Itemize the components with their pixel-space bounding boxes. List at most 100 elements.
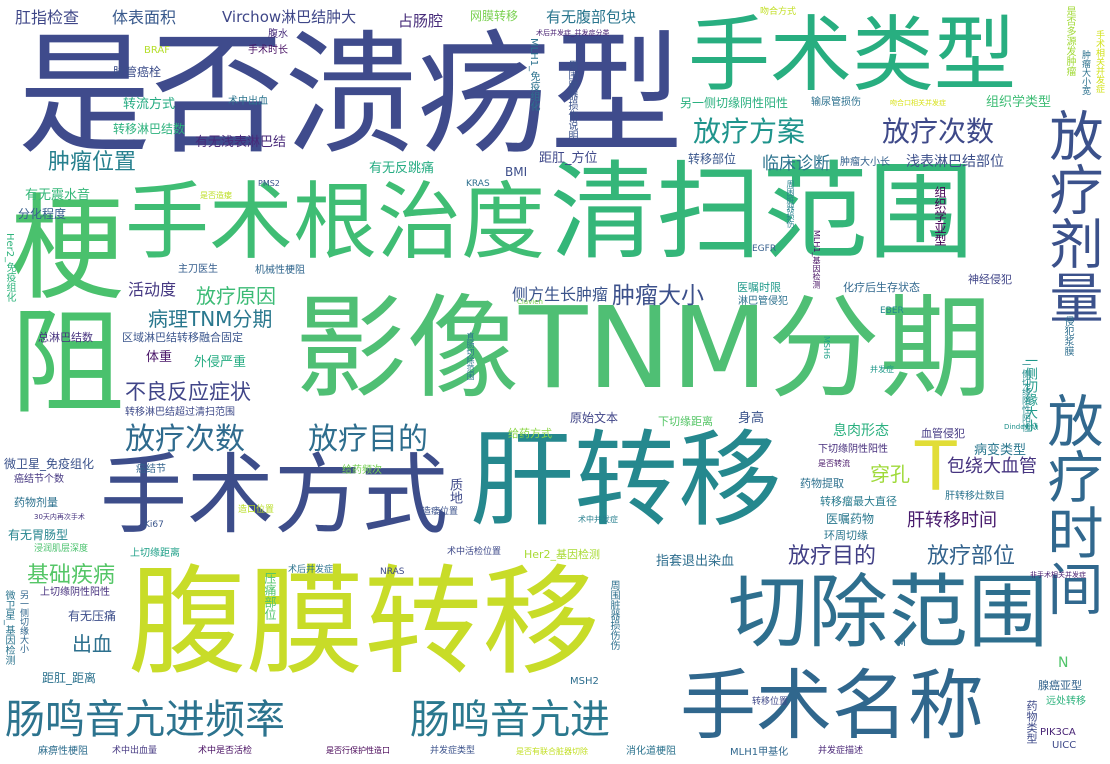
word: 手术时长	[248, 45, 288, 56]
word: 息肉形态	[833, 423, 889, 439]
word: 术中并发症	[578, 515, 618, 524]
word: 医嘱时限	[737, 281, 781, 294]
word: 肝转移时间	[907, 510, 997, 531]
word: 并发症描述	[818, 746, 864, 756]
word: 影像TNM分期	[295, 284, 992, 414]
word: 肝转移	[470, 419, 783, 541]
word: EBER	[880, 306, 904, 316]
word: 主刀医生	[178, 264, 218, 275]
word: 体表面积	[112, 8, 177, 27]
word: 是否有联合脏器切除	[516, 747, 588, 756]
word: 有无震水音	[25, 188, 91, 203]
word: Her2_基因检测	[524, 548, 601, 561]
word: 肿瘤大小宽	[1080, 50, 1090, 95]
word: 神经侵犯	[968, 273, 1012, 286]
word: 占肠腔	[398, 12, 444, 30]
word: 血管侵犯	[921, 427, 965, 440]
word: 穿孔	[870, 462, 910, 486]
word: 远处转移	[1046, 696, 1086, 707]
word: 是否转流	[818, 459, 850, 468]
word: 下切缘阴性阳性	[818, 444, 888, 455]
word: MSH2	[570, 676, 599, 687]
word: 肿瘤大小长	[840, 157, 890, 168]
word: EGFR	[752, 244, 777, 254]
word: 手术类型	[688, 8, 1017, 103]
word: 肿瘤大小	[612, 283, 704, 309]
word: 是否溃疡型	[18, 19, 683, 173]
word: 总淋巴结数	[38, 331, 93, 344]
word: 是否造瘘	[200, 191, 232, 200]
word: T	[915, 428, 957, 507]
word: 放疗剂量	[1040, 108, 1103, 324]
word: 药物剂量	[14, 496, 58, 509]
word: KRAS	[466, 179, 490, 189]
word: 30天内再次手术	[34, 513, 85, 521]
word: M	[898, 639, 906, 649]
word: 放疗目的	[788, 544, 877, 569]
word: 癌结节	[136, 464, 166, 475]
word: BMI	[505, 165, 528, 179]
word: Ki67	[144, 520, 164, 530]
word: 质地	[447, 478, 462, 504]
word: 转移部位	[688, 152, 737, 166]
word: 浸润肌层深度	[34, 544, 89, 554]
word: 区域淋巴结转移融合固定	[122, 331, 243, 344]
word: 输尿管损伤	[811, 97, 861, 108]
word: MLH1甲基化	[730, 747, 789, 758]
word: 活动度	[128, 280, 177, 299]
word: 癌结节个数	[14, 474, 64, 485]
word: 手术相关并发症	[1094, 30, 1104, 93]
word: 下切缘距离	[658, 415, 713, 428]
word: 放疗部位	[927, 544, 1016, 569]
word: 肠鸣音亢进	[410, 697, 610, 743]
word: 药物提取	[800, 477, 844, 490]
word: 原始文本	[570, 411, 619, 425]
word: 术中活检位置	[447, 547, 502, 557]
word: 放疗次数	[125, 422, 245, 457]
word: 周围脏器损伤	[786, 180, 795, 228]
word: 手术名称	[680, 661, 984, 750]
word: 侧方生长肿瘤	[512, 285, 609, 304]
word: 有无胃肠型	[8, 528, 69, 542]
word: 药物类型	[1025, 700, 1038, 744]
word: UICC	[1052, 740, 1077, 751]
word: 微卫星_基因检测	[3, 590, 14, 665]
word: 术后并发症	[288, 565, 334, 575]
word: 有无压痛	[68, 609, 117, 623]
word: 放疗目的	[308, 422, 428, 457]
word: 分化程度	[18, 207, 67, 221]
word: 不良反应症状	[125, 380, 251, 404]
word: BRAF	[144, 45, 170, 56]
word: 造瘘位置	[422, 507, 459, 517]
word: 术中出血	[228, 96, 268, 107]
word: 浅表淋巴结部位	[906, 154, 1004, 170]
word: 非手术相关并发症	[1030, 571, 1086, 579]
word: 临床诊断	[762, 154, 830, 174]
word: 放疗次数	[882, 115, 995, 148]
word: 转移淋巴结数	[113, 122, 186, 136]
word: 麻痹性梗阻	[38, 746, 88, 757]
word: 转流方式	[123, 97, 176, 112]
word: 病理TNM分期	[148, 307, 273, 331]
word: 术中出血量	[112, 746, 158, 756]
word: 距肛_距离	[42, 671, 97, 685]
word: 化疗后生存状态	[843, 281, 920, 294]
word: 指套退出染血	[656, 554, 735, 569]
word: 一侧切缘阴性阳性	[1020, 360, 1030, 432]
word: MSH6	[822, 336, 831, 360]
word: 有无腹部包块	[546, 8, 637, 26]
word: Her2_免疫组化	[4, 233, 15, 303]
word: 侵犯浆膜	[1062, 316, 1073, 356]
word: 给药频次	[342, 465, 382, 476]
word: 一侧切缘大小	[1022, 354, 1037, 432]
word: 有无浅表淋巴结	[195, 135, 287, 150]
word: 放疗原因	[196, 284, 276, 308]
word: 转移位置	[752, 697, 789, 707]
word: 给药方式	[508, 427, 552, 440]
word: 组织学亚型	[933, 186, 947, 246]
word: 手术根治度	[125, 173, 546, 271]
word: 术中是否活检	[198, 746, 253, 756]
word: 消化道梗阻	[626, 746, 676, 757]
word: 腹水	[268, 29, 288, 40]
